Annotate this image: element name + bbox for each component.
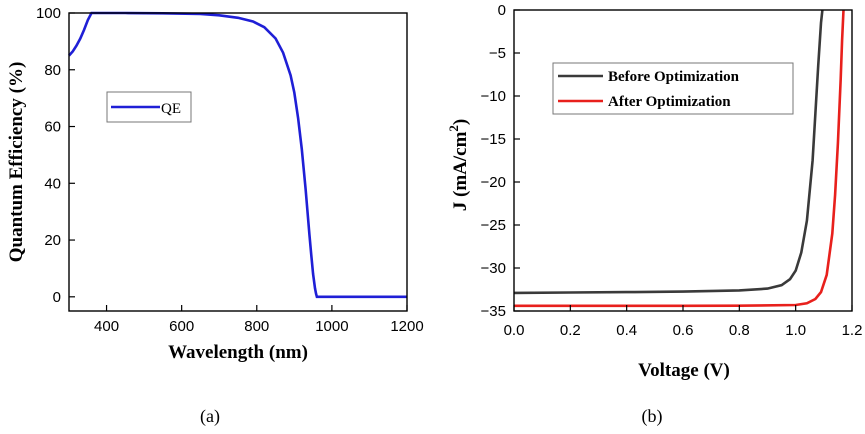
jv-y-tick-label: −5 <box>489 45 506 62</box>
qe-y-tick-label: 80 <box>44 62 61 79</box>
qe-x-tick-label: 1000 <box>315 318 348 335</box>
panel-label-a: (a) <box>200 406 220 427</box>
jv-x-tick-label: 0.0 <box>504 322 525 339</box>
jv-y-tick-label: −10 <box>481 88 506 105</box>
qe-y-tick-label: 20 <box>44 232 61 249</box>
jv-x-tick-label: 0.2 <box>560 322 581 339</box>
jv-y-axis-label: J (mA/cm2) <box>446 119 471 212</box>
qe-plot-frame <box>68 12 408 312</box>
qe-y-tick-label: 0 <box>53 289 61 306</box>
qe-x-tick-label: 400 <box>94 318 119 335</box>
qe-x-axis-label: Wavelength (nm) <box>168 342 308 363</box>
jv-y-axis-label-main: J (mA/cm <box>450 131 471 211</box>
jv-chart: 0.0 0.2 0.4 0.6 0.8 1.0 1.2 0 −5 −10 −15 −20 −25 −30… <box>446 2 862 427</box>
jv-x-tick-label: 0.8 <box>729 322 750 339</box>
panel-label-b: (b) <box>642 406 663 427</box>
before-optimization-label: Before Optimization <box>608 69 740 85</box>
jv-x-tick-label: 1.0 <box>785 322 806 339</box>
qe-x-tick-label: 1200 <box>390 318 423 335</box>
jv-legend: Before Optimization After Optimization <box>552 62 794 115</box>
qe-legend-label: QE <box>161 101 181 117</box>
jv-y-axis-label-close: ) <box>450 119 471 125</box>
jv-x-axis-label: Voltage (V) <box>638 360 730 381</box>
jv-y-tick-label: −25 <box>481 217 506 234</box>
jv-x-tick-label: 0.4 <box>616 322 637 339</box>
jv-y-tick-label: −15 <box>481 131 506 148</box>
jv-y-tick-label: −35 <box>481 303 506 320</box>
qe-x-tick-label: 800 <box>244 318 269 335</box>
qe-x-tick-label: 600 <box>169 318 194 335</box>
qe-y-tick-label: 100 <box>36 5 61 22</box>
jv-y-tick-label: −20 <box>481 174 506 191</box>
before-optimization-line <box>513 9 824 295</box>
jv-legend-box <box>552 62 794 115</box>
jv-x-tick-label: 0.6 <box>673 322 694 339</box>
jv-y-tick-label: 0 <box>498 2 506 19</box>
jv-y-axis-label-sup: 2 <box>446 125 461 132</box>
jv-y-tick-label: −30 <box>481 260 506 277</box>
qe-y-axis-label: Quantum Efficiency (%) <box>6 62 27 263</box>
qe-chart: 400 600 800 1000 1200 0 20 40 60 80 100 QE Wavele… <box>6 5 424 427</box>
after-optimization-line <box>514 9 845 308</box>
jv-plot-frame <box>513 9 853 312</box>
qe-y-tick-label: 40 <box>44 175 61 192</box>
jv-x-tick-label: 1.2 <box>842 322 863 339</box>
after-optimization-label: After Optimization <box>608 94 731 110</box>
qe-y-tick-label: 60 <box>44 119 61 136</box>
qe-series-line <box>68 11 407 299</box>
qe-legend: QE <box>106 91 192 123</box>
